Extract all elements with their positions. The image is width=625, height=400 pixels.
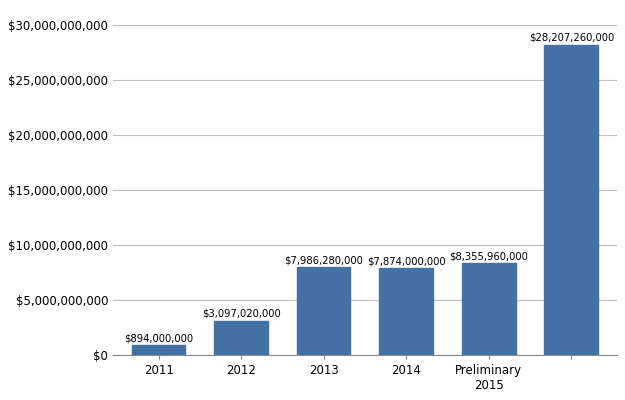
Bar [214, 320, 268, 355]
Text: $7,874,000,000: $7,874,000,000 [367, 256, 446, 266]
Bar [544, 44, 598, 355]
Text: $28,207,260,000: $28,207,260,000 [529, 33, 614, 43]
Text: $3,097,020,000: $3,097,020,000 [202, 309, 281, 319]
Bar [297, 267, 351, 355]
Bar [132, 345, 186, 355]
Text: $8,355,960,000: $8,355,960,000 [449, 251, 528, 261]
Bar [379, 268, 433, 355]
Text: $7,986,280,000: $7,986,280,000 [284, 255, 363, 265]
Bar [462, 263, 516, 355]
Text: $894,000,000: $894,000,000 [124, 333, 193, 343]
